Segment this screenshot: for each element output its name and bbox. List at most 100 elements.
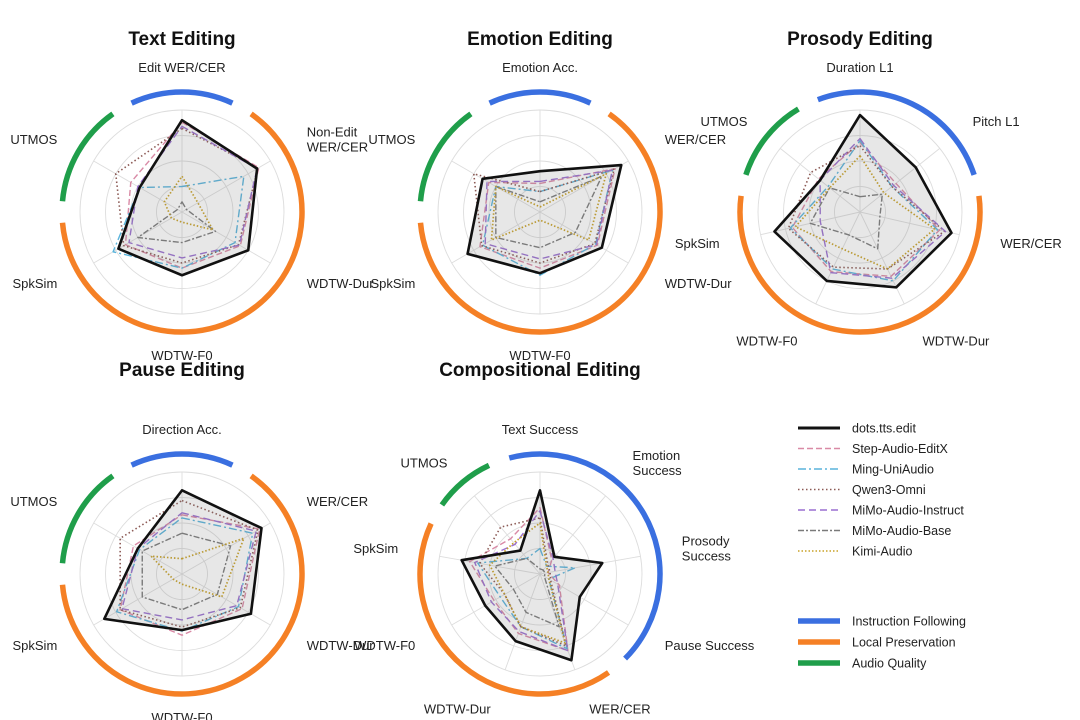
axis-label: WDTW-F0 [736, 334, 797, 349]
axis-label: Direction Acc. [142, 422, 221, 437]
grid-spoke [859, 211, 960, 236]
legend-label: dots.tts.edit [852, 422, 916, 436]
grid-spoke [181, 160, 271, 213]
radar-chart-0: Text Editing Edit WER/CER Non-Edit WER/CER W… [10, 29, 374, 363]
axis-label: WDTW-Dur [665, 276, 733, 291]
series-mimo-audio-instruct [474, 510, 569, 652]
axis-label: SpkSim [12, 638, 57, 653]
grid-spoke [859, 148, 941, 213]
axis-label: Text Success [502, 422, 579, 437]
series-dots-tts-edit [102, 489, 263, 632]
group-arc-instruction-following [130, 89, 234, 106]
legend-group-item: Audio Quality [798, 657, 927, 671]
axis-label: Prosody Success [682, 533, 732, 563]
axis-label: Pitch L1 [973, 114, 1020, 129]
series-ming-uniaudio [112, 175, 245, 269]
axis-label: WER/CER [307, 494, 368, 509]
axis-label: SpkSim [675, 236, 720, 251]
axis-label: SpkSim [353, 541, 398, 556]
group-arc-audio-quality [439, 462, 491, 507]
series-ming-uniaudio [789, 139, 939, 282]
series-dots-tts-edit [773, 113, 953, 289]
chart-title: Emotion Editing [467, 29, 613, 50]
charts-layer: Text Editing Edit WER/CER Non-Edit WER/CER W… [10, 29, 1061, 720]
axis-label: WDTW-Dur [307, 638, 375, 653]
legend-label: MiMo-Audio-Instruct [852, 504, 964, 518]
legend-group-item: Instruction Following [798, 615, 966, 629]
group-arc-audio-quality [743, 106, 800, 176]
group-arc-local-preservation [417, 522, 611, 697]
legend-group-item: Local Preservation [798, 636, 956, 650]
legend-item: dots.tts.edit [798, 422, 916, 436]
group-arc-instruction-following [508, 451, 663, 661]
legend-item: Qwen3-Omni [798, 483, 926, 497]
series-qwen3-omni [114, 127, 259, 264]
axis-label: Non-Edit WER/CER [307, 125, 368, 155]
legend-item: MiMo-Audio-Instruct [798, 504, 964, 518]
group-arc-audio-quality [59, 111, 115, 202]
series-step-audio-editx [468, 507, 569, 652]
axis-label: WER/CER [665, 132, 726, 147]
grid-spoke [504, 573, 541, 671]
legend: dots.tts.edit Step-Audio-EditX Ming-UniAud… [798, 422, 966, 671]
legend-item: Kimi-Audio [798, 545, 912, 559]
radar-chart-1: Emotion Editing Emotion Acc. WER/CER WDTW-D… [368, 29, 732, 363]
grid-spoke [539, 555, 641, 575]
series-mimo-audio-instruct [128, 125, 258, 259]
series-mimo-audio-base [141, 532, 232, 611]
radar-chart-2: Prosody Editing Duration L1 Pitch L1 WER/CE… [675, 29, 1062, 349]
grid-spoke [93, 573, 183, 626]
group-arc-instruction-following [488, 89, 592, 106]
axis-label: SpkSim [12, 276, 57, 291]
series-step-audio-editx [124, 121, 260, 269]
legend-label: Kimi-Audio [852, 545, 912, 559]
series-qwen3-omni [472, 168, 616, 264]
chart-title: Prosody Editing [787, 29, 933, 50]
group-arc-local-preservation [737, 195, 983, 335]
series-dots-tts-edit [460, 489, 604, 662]
series-qwen3-omni [478, 517, 567, 647]
series-step-audio-editx [791, 141, 941, 278]
axis-label: UTMOS [10, 132, 57, 147]
legend-label: Qwen3-Omni [852, 483, 926, 497]
axis-label: UTMOS [700, 114, 747, 129]
grid-spoke [451, 573, 541, 626]
axis-label: WDTW-F0 [354, 638, 415, 653]
group-arc-local-preservation [59, 111, 305, 335]
series-mimo-audio-instruct [819, 137, 947, 279]
axis-label: UTMOS [10, 494, 57, 509]
group-arc-instruction-following [816, 89, 977, 176]
axis-label: Pause Success [665, 638, 755, 653]
axis-label: Emotion Success [633, 448, 683, 478]
axis-label: UTMOS [368, 132, 415, 147]
grid-spoke [815, 211, 861, 305]
axis-label: UTMOS [400, 456, 447, 471]
series-dots-tts-edit [117, 118, 259, 277]
axis-label: Emotion Acc. [502, 60, 578, 75]
group-arc-audio-quality [59, 473, 115, 564]
series-step-audio-editx [479, 167, 616, 269]
series-step-audio-editx [119, 514, 261, 636]
series-kimi-audio [163, 175, 214, 231]
series-kimi-audio [794, 155, 936, 270]
group-arc-instruction-following [130, 451, 234, 468]
radar-chart-4: Compositional Editing Text Success Emotion… [353, 360, 754, 716]
chart-title: Compositional Editing [439, 360, 641, 381]
series-mimo-audio-base [137, 201, 217, 244]
grid-spoke [474, 495, 541, 575]
legend-label: Step-Audio-EditX [852, 442, 949, 456]
axis-label: WER/CER [1000, 236, 1061, 251]
group-arc-audio-quality [417, 111, 473, 202]
axis-label: Duration L1 [826, 60, 893, 75]
legend-group-label: Instruction Following [852, 615, 966, 629]
series-qwen3-omni [787, 144, 946, 270]
legend-item: Ming-UniAudio [798, 463, 934, 477]
chart-title: Pause Editing [119, 360, 245, 381]
legend-item: Step-Audio-EditX [798, 442, 949, 456]
legend-group-label: Local Preservation [852, 636, 956, 650]
axis-label: WDTW-Dur [307, 276, 375, 291]
series-dots-tts-edit [466, 163, 623, 275]
axis-label: Edit WER/CER [138, 60, 225, 75]
grid-spoke [181, 211, 271, 264]
